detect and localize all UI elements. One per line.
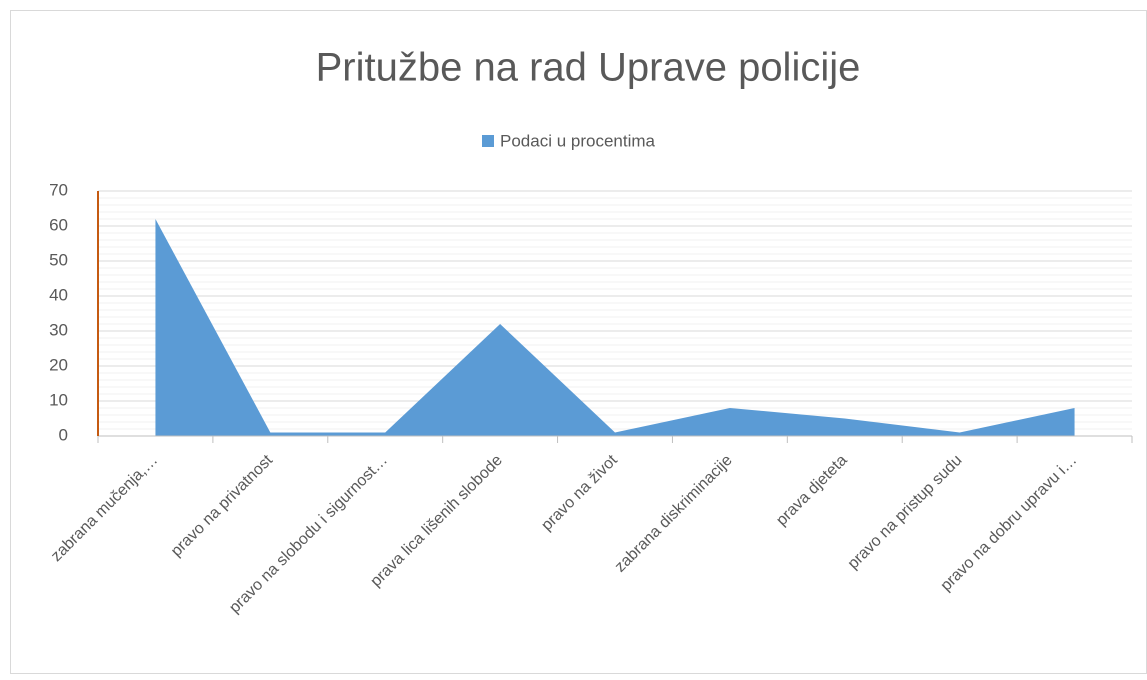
y-tick-label: 0: [59, 425, 68, 444]
chart-title: Pritužbe na rad Uprave policije: [316, 46, 861, 90]
y-tick-label: 40: [49, 285, 68, 304]
legend-label: Podaci u procentima: [500, 131, 656, 150]
area: [155, 219, 1075, 436]
legend-swatch: [482, 135, 494, 147]
y-tick-label: 30: [49, 320, 68, 339]
y-tick-label: 50: [49, 250, 68, 269]
y-tick-label: 20: [49, 355, 68, 374]
y-tick-label: 60: [49, 215, 68, 234]
y-tick-label: 10: [49, 390, 68, 409]
y-tick-label: 70: [49, 180, 68, 199]
